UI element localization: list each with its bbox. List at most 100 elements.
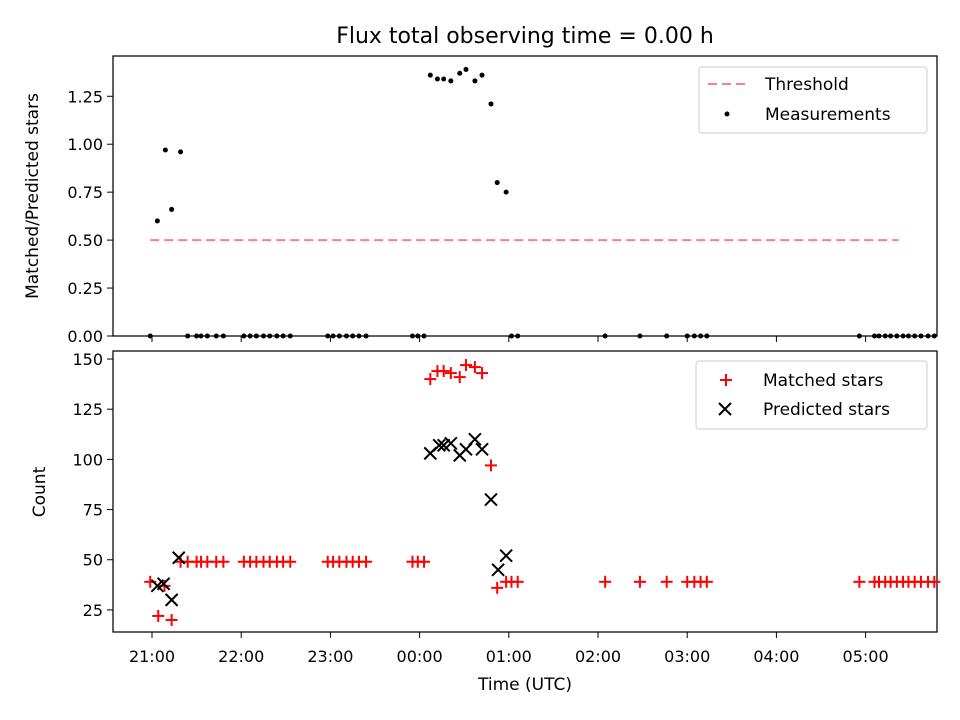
bottom-ylabel: Count: [30, 466, 50, 517]
matched-star-point: [453, 371, 466, 384]
matched-star-point: [424, 373, 437, 386]
predicted-star-point: [484, 492, 498, 507]
measurement-point: [194, 333, 200, 339]
matched-star-point: [928, 575, 941, 588]
measurement-point: [198, 333, 204, 339]
measurement-point: [900, 333, 906, 339]
measurement-point: [912, 333, 918, 339]
measurement-point: [162, 147, 168, 153]
top-ylabel: Matched/Predicted stars: [23, 93, 43, 299]
ratio-panel: 0.00 0.25 0.50 0.75 1.00 1.25 Matched/Predict…: [23, 55, 938, 346]
measurement-point: [213, 333, 219, 339]
measurement-point: [253, 333, 259, 339]
measurement-point: [154, 218, 160, 224]
matched-star-point: [418, 555, 431, 568]
top-ytick-label: 1.00: [67, 135, 103, 154]
measurement-point: [220, 333, 226, 339]
bottom-xtick-label: 21:00: [129, 647, 175, 666]
bottom-legend: Matched stars Predicted stars: [695, 360, 928, 430]
bottom-ytick-label: 125: [72, 400, 103, 419]
legend-matched-label: Matched stars: [763, 371, 883, 391]
measurement-point: [169, 206, 175, 212]
matched-star-point: [360, 555, 373, 568]
measurement-point: [698, 333, 704, 339]
predicted-star-point: [432, 438, 446, 453]
top-ytick-label: 1.25: [67, 87, 103, 106]
top-ytick-label: 0.00: [67, 327, 103, 346]
legend-threshold-label: Threshold: [764, 75, 849, 95]
measurement-point: [441, 76, 447, 82]
measurement-point: [363, 333, 369, 339]
bottom-xtick-label: 03:00: [664, 647, 710, 666]
chart-title: Flux total observing time = 0.00 h: [336, 24, 714, 49]
measurement-point: [856, 333, 862, 339]
measurement-point: [247, 333, 253, 339]
measurement-point: [637, 333, 643, 339]
matched-star-point: [217, 555, 230, 568]
measurement-point: [434, 76, 440, 82]
measurement-point: [261, 333, 266, 339]
legend-matched-swatch: [720, 374, 732, 386]
matched-star-point: [165, 613, 178, 626]
matched-star-point: [468, 361, 481, 374]
matched-star-point: [700, 575, 713, 588]
measurement-point: [488, 101, 494, 107]
legend-measurements-swatch: [724, 111, 730, 117]
measurement-point: [494, 180, 500, 186]
predicted-star-point: [499, 549, 513, 563]
measurement-point: [356, 333, 362, 339]
measurement-point: [350, 333, 356, 339]
measurement-point: [325, 333, 331, 339]
matched-star-point: [444, 367, 457, 380]
measurement-point: [602, 333, 608, 339]
measurement-point: [888, 333, 894, 339]
measurement-point: [287, 333, 293, 339]
bottom-ytick-label: 50: [83, 551, 103, 570]
measurement-point: [704, 333, 710, 339]
matched-star-point: [660, 575, 673, 588]
measurement-point: [691, 333, 697, 339]
measurement-point: [479, 72, 485, 78]
measurement-point: [931, 333, 937, 339]
measurement-point: [409, 333, 415, 339]
predicted-star-point: [468, 432, 482, 447]
matched-star-point: [152, 609, 165, 622]
predicted-star-point: [164, 593, 179, 607]
measurement-point: [204, 333, 210, 339]
matched-star-point: [437, 365, 450, 378]
matched-star-point: [633, 575, 646, 588]
bottom-xtick-label: 04:00: [753, 647, 799, 666]
measurement-point: [872, 333, 878, 339]
predicted-star-point: [475, 442, 489, 457]
bottom-ytick-label: 100: [72, 450, 103, 469]
bottom-xlabel: Time (UTC): [477, 675, 572, 695]
matched-star-point: [511, 575, 524, 588]
bottom-xtick-label: 01:00: [486, 647, 532, 666]
matched-star-point: [599, 575, 612, 588]
matched-star-point: [459, 359, 472, 372]
legend-measurements-label: Measurements: [765, 105, 891, 125]
measurement-point: [457, 70, 463, 76]
measurement-point: [503, 189, 509, 195]
top-legend: Threshold Measurements: [698, 66, 928, 134]
measurement-point: [415, 333, 421, 339]
measurement-point: [508, 333, 514, 339]
measurement-point: [448, 78, 454, 84]
measurement-point: [664, 333, 670, 339]
count-panel: 25 50 75 100 125 150 21:00 22:00 23:00 00:00 01:0…: [30, 350, 941, 695]
measurement-point: [894, 333, 900, 339]
measurement-point: [427, 72, 433, 78]
predicted-star-point: [444, 436, 458, 451]
measurement-point: [280, 333, 286, 339]
bottom-ytick-label: 25: [83, 601, 103, 620]
matched-star-point: [284, 555, 297, 568]
measurement-point: [421, 333, 427, 339]
matched-star-point: [491, 581, 504, 594]
measurement-point: [925, 333, 931, 339]
measurement-point: [178, 149, 184, 155]
top-ytick-label: 0.50: [67, 231, 103, 250]
measurement-point: [882, 333, 888, 339]
legend-predicted-label: Predicted stars: [763, 400, 890, 420]
matched-star-point: [484, 459, 497, 472]
